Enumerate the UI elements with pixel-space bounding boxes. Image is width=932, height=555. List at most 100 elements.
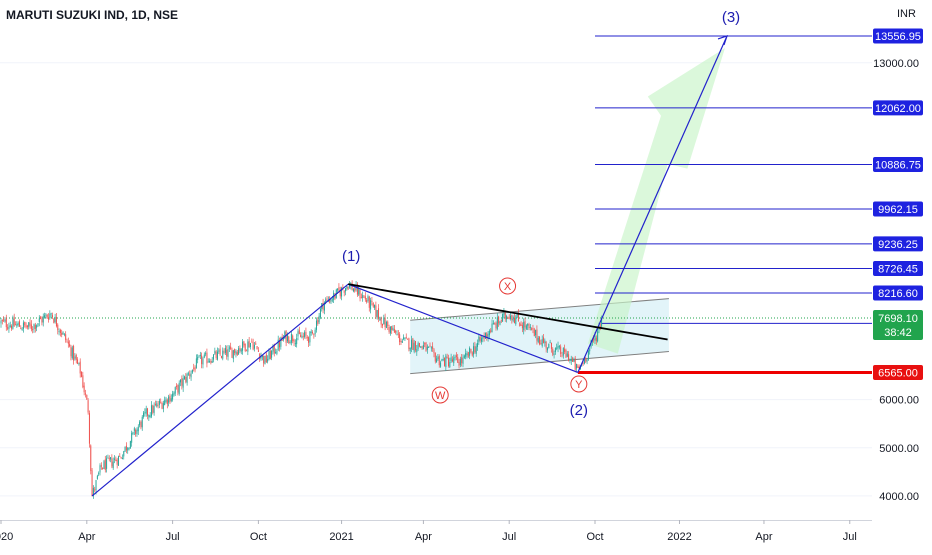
- candle-body: [273, 345, 275, 354]
- candle-body: [573, 358, 575, 362]
- candle-body: [157, 405, 159, 407]
- candle-body: [18, 321, 20, 327]
- candle-body: [24, 321, 26, 326]
- candle-body: [253, 344, 255, 349]
- candle-body: [396, 334, 398, 336]
- candle-body: [317, 320, 319, 324]
- candle-body: [568, 354, 570, 362]
- candle-body: [203, 354, 205, 358]
- target-label-bg: [873, 236, 923, 252]
- candle-body: [297, 331, 299, 337]
- candle-body: [15, 324, 17, 326]
- candle-body: [256, 346, 258, 350]
- candle-body: [249, 342, 251, 347]
- x-tick-label: 2022: [667, 531, 691, 543]
- wave-y-label: Y: [575, 379, 583, 391]
- candle-body: [442, 359, 444, 361]
- candle-body: [45, 314, 47, 316]
- candle-body: [486, 333, 488, 338]
- candle-body: [496, 317, 498, 329]
- target-label-bg: [873, 201, 923, 217]
- candle-body: [195, 358, 197, 369]
- candle-body: [213, 354, 215, 360]
- candle-body: [511, 315, 513, 320]
- candle-body: [251, 341, 253, 343]
- candle-body: [210, 360, 212, 363]
- candle-body: [40, 317, 42, 320]
- candle-body: [488, 330, 490, 336]
- candle-body: [50, 313, 52, 315]
- candle-body: [269, 350, 271, 360]
- candle-body: [517, 313, 519, 322]
- candle-body: [149, 415, 151, 417]
- target-label: 10886.75: [875, 159, 921, 171]
- candle-body: [128, 448, 130, 450]
- candle-body: [594, 336, 596, 341]
- candle-body: [323, 302, 325, 311]
- candle-body: [504, 311, 506, 319]
- candle-body: [59, 330, 61, 333]
- candle-body: [455, 355, 457, 358]
- candle-body: [55, 316, 57, 327]
- candle-body: [533, 329, 535, 337]
- candle-body: [120, 457, 122, 459]
- candle-body: [169, 395, 171, 403]
- candle-body: [108, 458, 110, 460]
- candle-body: [508, 317, 510, 319]
- candle-body: [71, 347, 73, 359]
- candle-body: [583, 358, 585, 364]
- candle-body: [565, 350, 567, 358]
- candle-body: [285, 330, 287, 343]
- wave3-line: [577, 35, 728, 373]
- candle-body: [265, 354, 267, 363]
- candle-body: [438, 356, 440, 366]
- candle-body: [546, 347, 548, 351]
- candle-body: [470, 348, 472, 353]
- candle-body: [599, 326, 601, 328]
- candle-body: [275, 352, 277, 354]
- candle-body: [37, 323, 39, 326]
- candle-body: [376, 310, 378, 318]
- candle-body: [257, 350, 259, 352]
- candle-body: [260, 356, 262, 359]
- candle-body: [148, 415, 150, 418]
- candle-body: [160, 402, 162, 404]
- candle-body: [362, 295, 364, 298]
- candle-body: [53, 318, 55, 323]
- candle-body: [535, 329, 537, 336]
- candle-body: [512, 318, 514, 321]
- candle-body: [7, 327, 9, 329]
- candle-body: [554, 348, 556, 352]
- y-tick-label: 6000.00: [879, 395, 919, 407]
- candle-body: [482, 337, 484, 339]
- target-label: 9962.15: [878, 204, 918, 216]
- candle-body: [458, 362, 460, 366]
- candle-body: [30, 324, 32, 330]
- candle-body: [401, 340, 403, 343]
- candle-body: [292, 335, 294, 342]
- currency-label[interactable]: INR: [897, 8, 916, 20]
- candle-body: [417, 343, 419, 349]
- candle-body: [541, 339, 543, 347]
- candle-body: [578, 367, 580, 369]
- candle-body: [503, 312, 505, 315]
- candle-body: [359, 289, 361, 299]
- candle-body: [205, 353, 207, 355]
- target-label: 12062.00: [875, 103, 921, 115]
- candle-body: [543, 337, 545, 343]
- candle-body: [29, 322, 31, 326]
- candle-body: [17, 323, 19, 326]
- candle-body: [466, 353, 468, 355]
- candle-body: [129, 441, 131, 449]
- candle-body: [289, 341, 291, 343]
- candle-body: [345, 288, 347, 292]
- wave-w-label-circle: [431, 386, 449, 404]
- candle-body: [409, 347, 411, 351]
- candle-body: [310, 331, 312, 333]
- candle-body: [22, 322, 24, 329]
- candle-body: [370, 300, 372, 310]
- candle-body: [463, 355, 465, 358]
- candle-body: [574, 358, 576, 370]
- candle-body: [447, 357, 449, 367]
